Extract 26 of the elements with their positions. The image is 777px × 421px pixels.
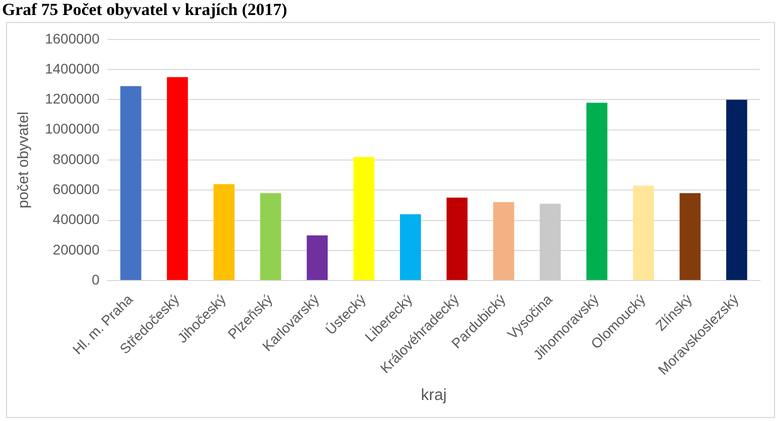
y-tick-label: 0 [92, 271, 100, 288]
y-tick-label: 200000 [52, 241, 100, 258]
bar [400, 214, 421, 280]
bar [726, 100, 748, 280]
bar [214, 184, 235, 280]
y-tick-label: 600000 [52, 180, 100, 197]
chart-title: Graf 75 Počet obyvatel v krajích (2017) [2, 0, 288, 20]
bar [680, 193, 701, 280]
y-tick-label: 1000000 [44, 120, 100, 137]
y-tick-label: 400000 [52, 211, 100, 228]
bar [632, 186, 654, 280]
bar [493, 202, 514, 280]
bar [260, 193, 282, 280]
x-axis-title: kraj [420, 386, 447, 404]
bar [446, 198, 468, 280]
y-tick-label: 1200000 [44, 90, 100, 107]
y-tick-label: 1400000 [44, 60, 100, 76]
y-tick-label: 800000 [52, 150, 100, 167]
bar [586, 102, 608, 280]
y-tick-label: 1600000 [44, 30, 100, 46]
bar [120, 86, 142, 280]
bar [540, 204, 561, 280]
bar [166, 77, 188, 280]
bar [306, 235, 328, 280]
bar [353, 156, 374, 280]
y-axis-title: počet obyvatel [15, 112, 32, 208]
